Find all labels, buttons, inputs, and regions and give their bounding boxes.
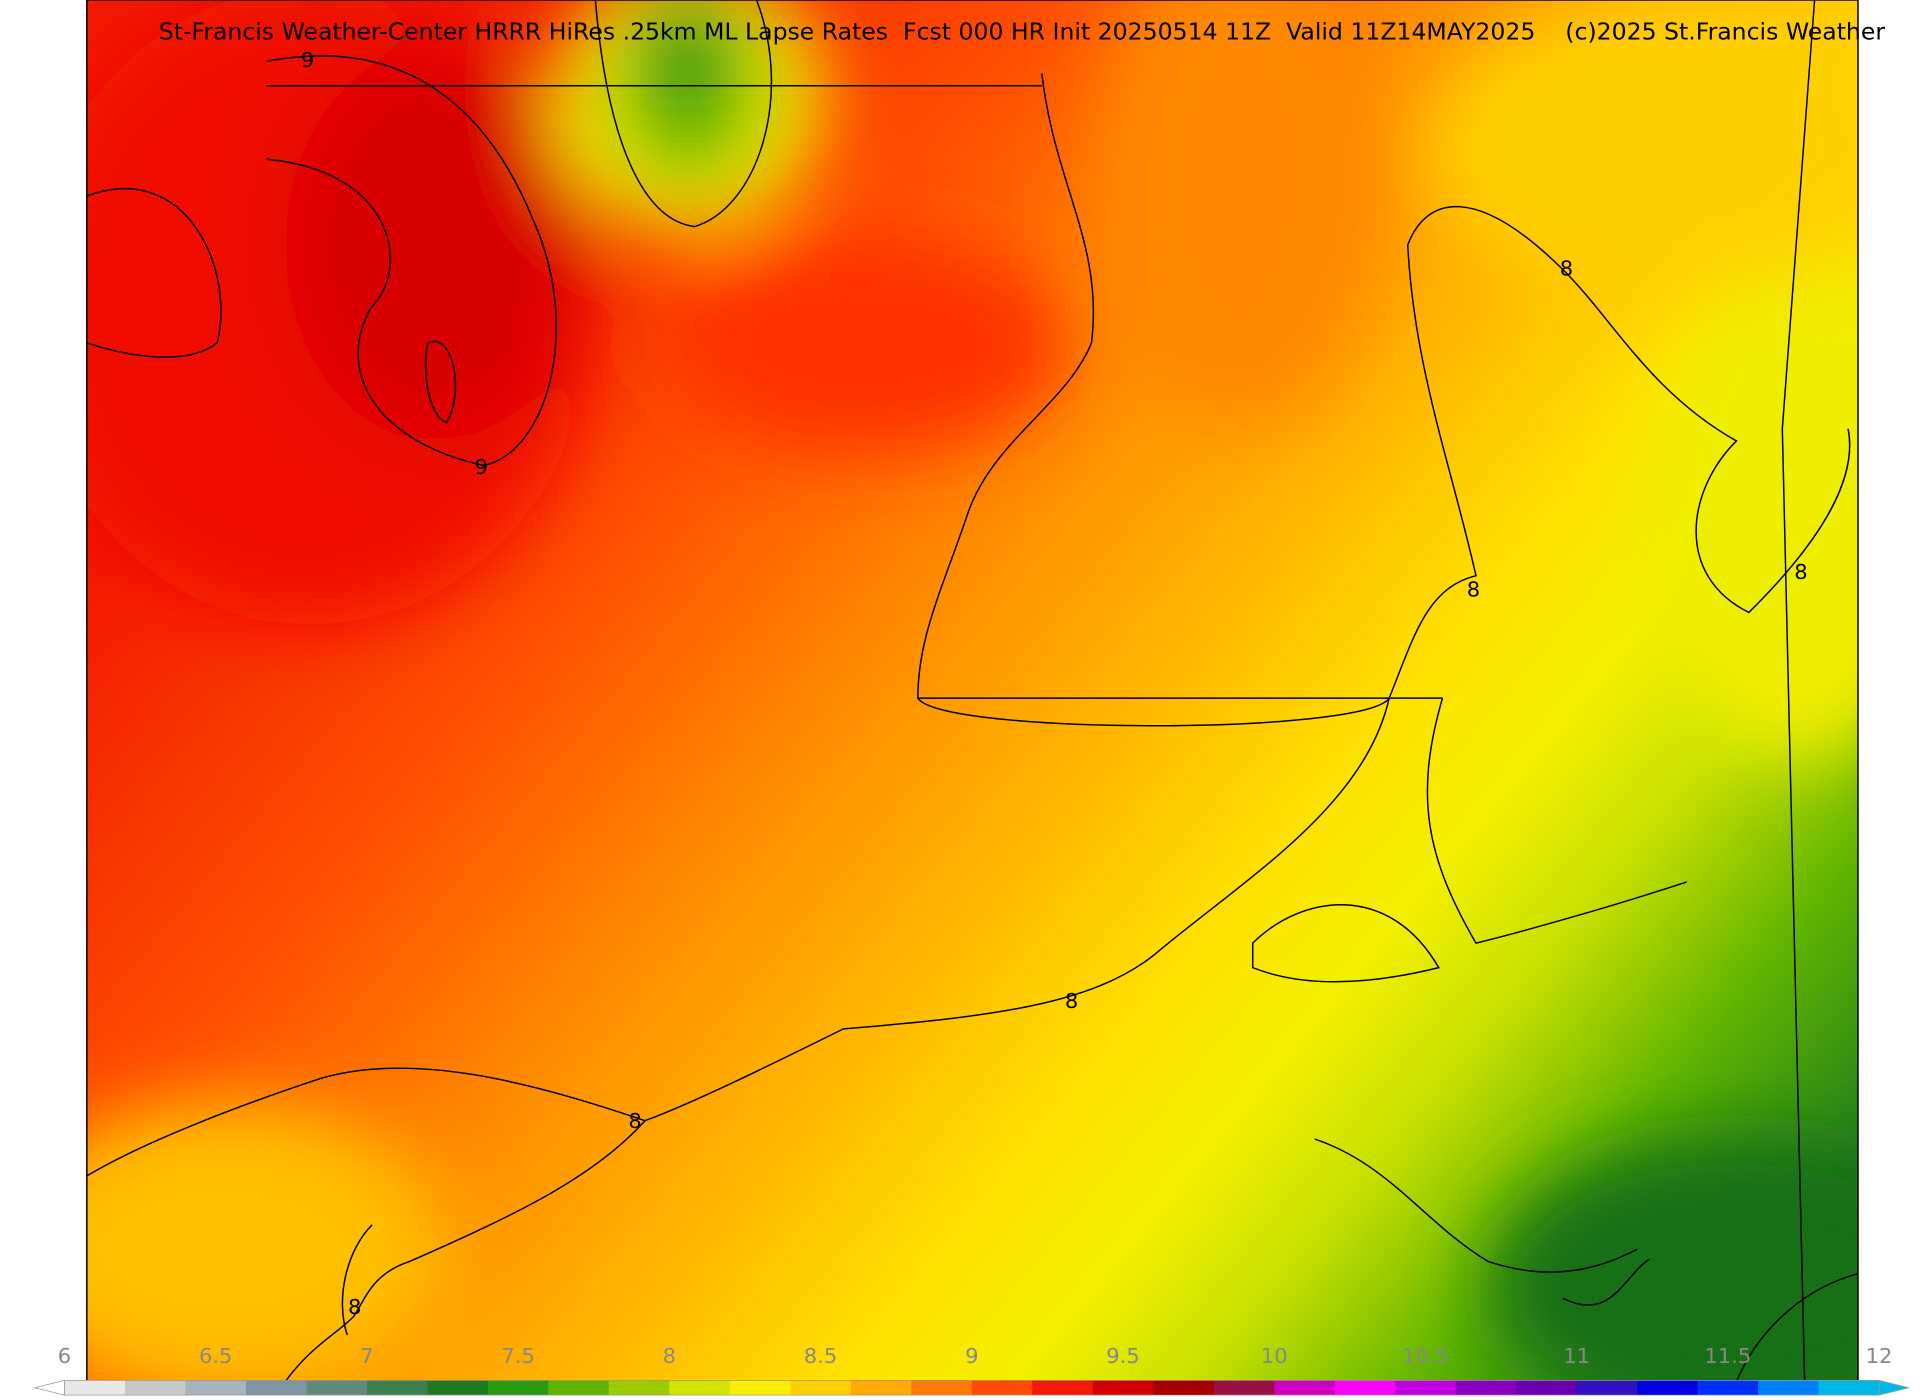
- color-swatch: [548, 1380, 610, 1396]
- color-swatch: [1334, 1380, 1396, 1396]
- color-swatch: [1697, 1380, 1759, 1396]
- color-swatch: [64, 1380, 126, 1396]
- color-swatch: [911, 1380, 973, 1396]
- map-title: St-Francis Weather-Center HRRR HiRes .25…: [159, 18, 1886, 46]
- contour-label: 8: [1560, 257, 1573, 281]
- color-swatch: [487, 1380, 550, 1396]
- color-swatch: [971, 1380, 1033, 1396]
- color-swatch: [729, 1380, 791, 1396]
- colorbar-tick-label: 11: [1563, 1344, 1590, 1368]
- color-swatch: [1818, 1380, 1880, 1396]
- color-swatch: [1395, 1380, 1457, 1396]
- color-swatch: [1032, 1380, 1094, 1396]
- color-swatch: [1092, 1380, 1154, 1396]
- color-swatch: [306, 1380, 368, 1396]
- colorbar-frame: [64, 1380, 1880, 1396]
- color-swatch: [245, 1380, 308, 1396]
- contour-label: 8: [1065, 989, 1078, 1013]
- color-swatch: [124, 1380, 187, 1396]
- colorbar-tick-label: 10.5: [1402, 1344, 1449, 1368]
- colorbar-tick-label: 8: [663, 1344, 676, 1368]
- contour-label: 8: [348, 1295, 361, 1319]
- contour-labels: 9 9 8 8 8 8 8 8: [301, 48, 1808, 1319]
- color-swatch: [1153, 1380, 1215, 1396]
- color-swatch: [366, 1380, 429, 1396]
- color-swatch: [850, 1380, 912, 1396]
- colorbar-tick-label: 6.5: [199, 1344, 233, 1368]
- contour-label: 8: [1794, 560, 1807, 584]
- contour-label: 8: [628, 1109, 641, 1133]
- contours: [86, 0, 1859, 1383]
- color-swatch: [185, 1380, 247, 1396]
- color-swatch: [1516, 1380, 1578, 1396]
- colorbar-tick-label: 10: [1261, 1344, 1288, 1368]
- color-swatch: [1455, 1380, 1517, 1396]
- colorbar-tick-label: 12: [1866, 1344, 1893, 1368]
- color-swatch: [1637, 1380, 1699, 1396]
- contour-label: 9: [301, 48, 314, 72]
- color-swatch: [1274, 1380, 1336, 1396]
- extend-low: [34, 1379, 65, 1396]
- color-swatch: [427, 1380, 489, 1396]
- colorbar-tick-label: 7: [360, 1344, 373, 1368]
- contour-label: 9: [475, 455, 488, 479]
- color-swatch: [1758, 1380, 1820, 1396]
- color-swatch: [790, 1380, 852, 1396]
- colorbar-tick-label: 9.5: [1106, 1344, 1140, 1368]
- colorbar-tick-label: 11.5: [1704, 1344, 1751, 1368]
- colorbar-tick-label: 9: [965, 1344, 978, 1368]
- color-swatch: [608, 1380, 670, 1396]
- colorbar-tick-label: 6: [58, 1344, 71, 1368]
- colorbar: 6 6.5 7 7.5 8 8.5 9 9.5 10 10.5 11 11.5 12: [34, 1344, 1909, 1396]
- extend-high: [1878, 1379, 1909, 1396]
- contour-label: 8: [1467, 577, 1480, 601]
- colorbar-tick-label: 7.5: [501, 1344, 535, 1368]
- colorbar-tick-label: 8.5: [804, 1344, 838, 1368]
- color-swatch: [1576, 1380, 1638, 1396]
- color-swatch: [669, 1380, 731, 1396]
- color-swatch: [1213, 1380, 1275, 1396]
